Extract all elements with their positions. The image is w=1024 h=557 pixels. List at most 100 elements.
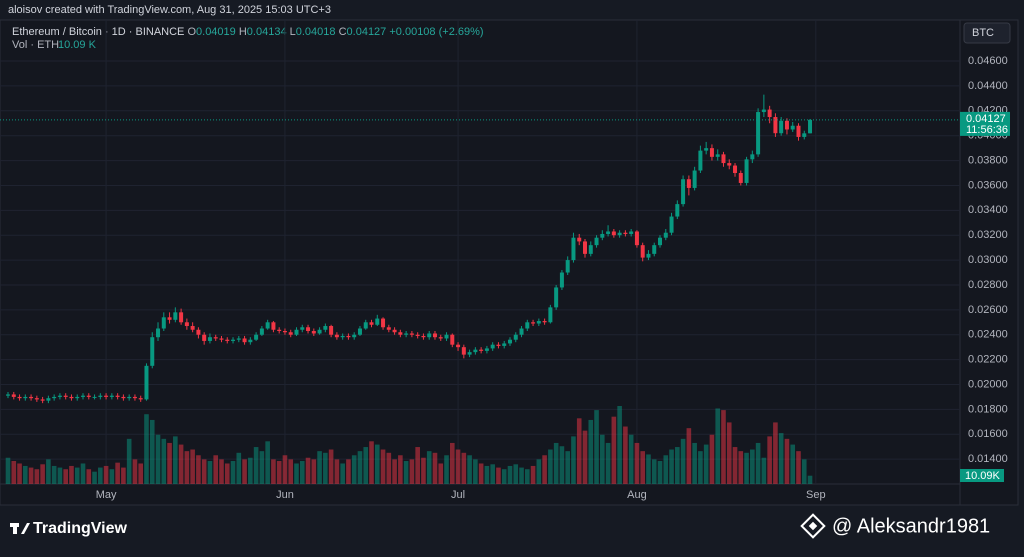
volume-bar <box>449 442 455 484</box>
volume-bar <box>46 459 51 484</box>
volume-bar <box>323 452 328 484</box>
volume-bar <box>126 438 132 484</box>
volume-bar <box>86 469 92 484</box>
volume-bar <box>173 436 178 484</box>
candle-body <box>773 117 778 134</box>
symbol-title: Ethereum / Bitcoin · 1D · BINANCE <box>12 26 184 38</box>
volume-bar <box>340 463 345 484</box>
volume-bar <box>478 463 484 484</box>
volume-bar <box>565 451 570 484</box>
volume-bar <box>248 457 253 484</box>
volume-bar <box>553 442 559 484</box>
volume-bar <box>363 447 369 484</box>
volume-bar <box>600 434 605 484</box>
volume-bar <box>750 449 755 484</box>
candle-body <box>98 395 103 397</box>
volume-bar <box>398 455 403 484</box>
volume-bar <box>242 459 247 484</box>
candle-body <box>721 154 726 164</box>
volume-bar <box>17 463 22 484</box>
candle-body <box>196 329 201 335</box>
ohlc-label: C <box>339 26 347 38</box>
currency-button[interactable] <box>963 22 1011 44</box>
credit: aloisov created with TradingView.com, Au… <box>8 4 331 16</box>
volume-bar <box>201 459 207 484</box>
volume-bar <box>328 449 334 484</box>
volume-bar <box>92 471 97 484</box>
candle-body <box>450 334 455 345</box>
ohlc-value: 0.04019 <box>196 26 236 38</box>
volume-bar <box>484 465 490 484</box>
candle-body <box>352 334 357 338</box>
logo <box>10 523 30 534</box>
volume-bar <box>282 455 288 484</box>
candle-body <box>363 322 368 329</box>
volume-bar <box>525 469 530 484</box>
volume-bar <box>161 438 167 484</box>
volume-bar <box>121 467 126 484</box>
volume-bar <box>646 454 651 484</box>
candle-body <box>375 318 380 325</box>
candle-body <box>57 395 62 397</box>
candle-body <box>311 330 316 334</box>
volume-bar <box>317 451 322 484</box>
candle-body <box>277 329 282 331</box>
price-tag-label: 0.04127 <box>966 113 1006 125</box>
volume-bar <box>196 455 201 484</box>
candle-body <box>513 334 518 340</box>
volume-bar <box>23 465 28 484</box>
candle-body <box>623 232 628 234</box>
volume-bar <box>369 441 374 484</box>
candle-body <box>219 338 224 340</box>
volume-bar <box>738 451 744 484</box>
volume-bar <box>663 455 669 484</box>
volume-bar <box>259 451 265 484</box>
y-tick-label: 0.03800 <box>968 154 1008 166</box>
candle-body <box>421 335 426 338</box>
volume-bar <box>542 455 547 484</box>
volume-bar <box>253 447 259 484</box>
candle-body <box>40 399 45 401</box>
candle-body <box>213 337 218 339</box>
candle-body <box>259 328 264 335</box>
volume-bar <box>380 449 386 484</box>
y-tick-label: 0.03000 <box>968 254 1008 266</box>
candle-body <box>611 231 616 236</box>
volume-title: Vol · ETH <box>12 39 59 51</box>
candle-body <box>92 396 97 398</box>
candle-body <box>173 312 178 320</box>
candle-body <box>242 338 247 343</box>
volume-bar <box>715 408 721 484</box>
candle-body <box>357 328 362 335</box>
candle-body <box>254 334 259 340</box>
candle-body <box>29 396 34 399</box>
volume-bar <box>334 459 340 484</box>
candle-body <box>300 327 305 330</box>
candle-body <box>663 232 668 238</box>
candle-body <box>109 395 114 397</box>
countdown: 11:56:36 <box>966 124 1008 136</box>
candle-body <box>790 125 795 130</box>
volume-bar <box>109 469 115 484</box>
candle-body <box>698 150 703 171</box>
volume-bar <box>178 444 184 484</box>
candle-body <box>467 352 472 355</box>
candle-body <box>46 398 51 401</box>
candle-body <box>704 148 709 151</box>
volume-bar <box>138 463 144 484</box>
volume-bar <box>5 457 11 484</box>
volume-bar <box>392 459 397 484</box>
volume-bar <box>744 452 749 484</box>
candle-body <box>461 347 466 355</box>
candle-body <box>473 349 478 353</box>
volume-bar <box>623 426 628 484</box>
volume-bar <box>778 433 784 484</box>
candle-body <box>329 326 334 335</box>
candle-body <box>207 337 212 341</box>
handle: @ Aleksandr1981 <box>832 515 990 537</box>
candle-body <box>156 328 161 338</box>
candle-body <box>646 253 651 258</box>
candle-body <box>594 237 599 246</box>
candle-body <box>727 163 732 166</box>
volume-bar <box>51 465 57 484</box>
